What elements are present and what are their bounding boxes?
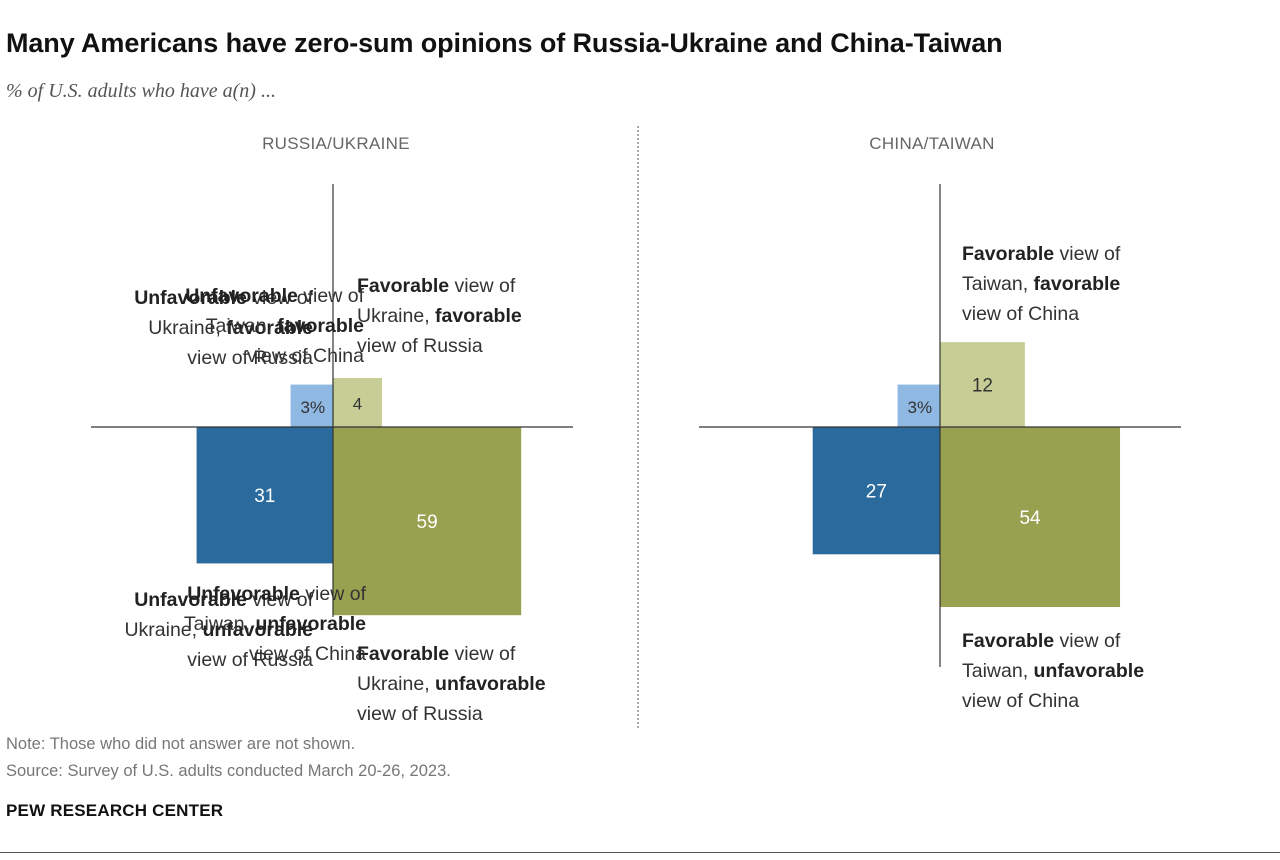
- brand-logo-text: PEW RESEARCH CENTER: [6, 801, 224, 820]
- label-text-part: Ukraine,: [357, 305, 436, 327]
- label-text-part: view of Russia: [187, 649, 313, 671]
- label-bold-part: Unfavorable: [187, 583, 300, 605]
- label-bold-part: unfavorable: [255, 613, 366, 635]
- quadrant-square-bottom-right: [940, 427, 1121, 608]
- quadrant-label-line: view of Russia: [357, 331, 522, 361]
- quadrant-label-bottom-right: Favorable view of Ukraine, unfavorable vie…: [357, 639, 546, 729]
- quadrant-square-top-right: [333, 378, 382, 427]
- label-text-part: view of China: [246, 345, 364, 367]
- label-text-part: view of Russia: [357, 335, 483, 357]
- quadrant-label-line: Taiwan, unfavorable: [106, 609, 366, 639]
- quadrant-square-top-left: [897, 384, 940, 427]
- quadrant-label-line: Taiwan, favorable: [104, 311, 364, 341]
- quadrant-value-bottom-right: 59: [417, 512, 438, 533]
- quadrant-value-top-left: 3%: [907, 398, 932, 417]
- quadrant-label-top-right: Favorable view of Taiwan, favorable view o…: [962, 239, 1120, 329]
- chart-subtitle: % of U.S. adults who have a(n) ...: [6, 80, 276, 102]
- quadrant-label-line: Taiwan, favorable: [962, 269, 1120, 299]
- label-text-part: view of: [246, 287, 313, 309]
- quadrant-label-line: view of China: [962, 686, 1144, 716]
- label-bold-part: favorable: [1033, 273, 1121, 295]
- panel-title-russia-ukraine: RUSSIA/UKRAINE: [262, 134, 410, 153]
- label-text-part: view of: [1054, 630, 1121, 652]
- label-text-part: view of: [449, 643, 516, 665]
- quadrant-square-bottom-right: [333, 427, 522, 616]
- quadrant-value-top-right: 12: [972, 376, 993, 397]
- quadrant-label-line: Ukraine, unfavorable: [357, 669, 546, 699]
- panel-title-china-taiwan: CHINA/TAIWAN: [869, 134, 995, 153]
- quadrant-label-bottom-left: Unfavorable view of Taiwan, unfavorable vi…: [106, 579, 366, 669]
- quadrant-label-top-right: Favorable view of Ukraine, favorable view …: [357, 271, 522, 361]
- label-text-part: view of: [246, 589, 313, 611]
- label-text-part: Taiwan,: [962, 660, 1034, 682]
- note-text: Note: Those who did not answer are not s…: [6, 735, 356, 753]
- quadrant-label-line: Favorable view of: [357, 271, 522, 301]
- quadrant-value-bottom-left: 31: [254, 486, 275, 507]
- quadrant-label-bottom-left: Unfavorable view of Ukraine, unfavorable v…: [53, 585, 313, 675]
- label-text-part: view of: [449, 275, 516, 297]
- quadrant-label-line: Ukraine, favorable: [53, 313, 313, 343]
- label-text-part: view of China: [962, 303, 1080, 325]
- label-bold-part: Favorable: [962, 243, 1055, 265]
- quadrant-label-line: Unfavorable view of: [106, 579, 366, 609]
- label-bold-part: Favorable: [357, 275, 450, 297]
- label-bold-part: favorable: [226, 317, 313, 339]
- quadrant-label-line: Unfavorable view of: [53, 283, 313, 313]
- source-text: Source: Survey of U.S. adults conducted …: [6, 762, 451, 780]
- quadrant-label-line: view of China: [104, 341, 364, 371]
- label-bold-part: favorable: [435, 305, 522, 327]
- quadrant-value-top-left: 3%: [300, 398, 325, 417]
- panel-divider: [637, 126, 639, 728]
- quadrant-label-bottom-right: Favorable view of Taiwan, unfavorable view…: [962, 626, 1144, 716]
- quadrant-label-top-left: Unfavorable view of Taiwan, favorable view…: [104, 281, 364, 371]
- label-text-part: Ukraine,: [124, 619, 203, 641]
- quadrant-square-bottom-left: [196, 427, 333, 564]
- quadrant-label-line: view of Russia: [357, 699, 546, 729]
- label-text-part: view of China: [248, 643, 366, 665]
- quadrant-label-line: view of Russia: [53, 343, 313, 373]
- label-text-part: Ukraine,: [148, 317, 227, 339]
- quadrant-value-bottom-left: 27: [866, 482, 887, 503]
- quadrant-label-line: Favorable view of: [357, 639, 546, 669]
- quadrant-label-line: view of China: [106, 639, 366, 669]
- label-text-part: view of: [299, 583, 366, 605]
- quadrant-label-line: Favorable view of: [962, 239, 1120, 269]
- quadrant-label-top-left: Unfavorable view of Ukraine, favorable vie…: [53, 283, 313, 373]
- quadrant-label-line: Unfavorable view of: [104, 281, 364, 311]
- quadrant-label-line: Ukraine, unfavorable: [53, 615, 313, 645]
- label-bold-part: unfavorable: [202, 619, 313, 641]
- chart-title: Many Americans have zero-sum opinions of…: [6, 28, 1003, 58]
- quadrant-value-bottom-right: 54: [1019, 508, 1041, 529]
- footer-rule: [0, 852, 1280, 853]
- quadrant-square-top-left: [290, 384, 333, 427]
- label-text-part: Ukraine,: [357, 673, 436, 695]
- label-text-part: view of Russia: [187, 347, 313, 369]
- quadrant-label-line: view of Russia: [53, 645, 313, 675]
- quadrant-value-top-right: 4: [353, 395, 362, 414]
- quadrant-label-line: Taiwan, unfavorable: [962, 656, 1144, 686]
- label-bold-part: Favorable: [962, 630, 1055, 652]
- label-text-part: view of Russia: [357, 703, 483, 725]
- label-bold-part: favorable: [277, 315, 364, 337]
- quadrant-square-bottom-left: [812, 427, 940, 555]
- label-bold-part: Unfavorable: [134, 287, 247, 309]
- quadrant-label-line: Ukraine, favorable: [357, 301, 522, 331]
- label-text-part: Taiwan,: [183, 613, 256, 635]
- label-text-part: view of: [297, 285, 364, 307]
- label-bold-part: Favorable: [357, 643, 450, 665]
- label-text-part: Taiwan,: [962, 273, 1034, 295]
- label-text-part: view of: [1054, 243, 1121, 265]
- label-bold-part: unfavorable: [1033, 660, 1145, 682]
- quadrant-label-line: view of China: [962, 299, 1120, 329]
- label-bold-part: Unfavorable: [185, 285, 298, 307]
- quadrant-label-line: Unfavorable view of: [53, 585, 313, 615]
- label-text-part: view of China: [962, 690, 1080, 712]
- label-bold-part: unfavorable: [435, 673, 546, 695]
- quadrant-label-line: Favorable view of: [962, 626, 1144, 656]
- quadrant-square-top-right: [940, 342, 1025, 427]
- label-bold-part: Unfavorable: [134, 589, 247, 611]
- label-text-part: Taiwan,: [205, 315, 278, 337]
